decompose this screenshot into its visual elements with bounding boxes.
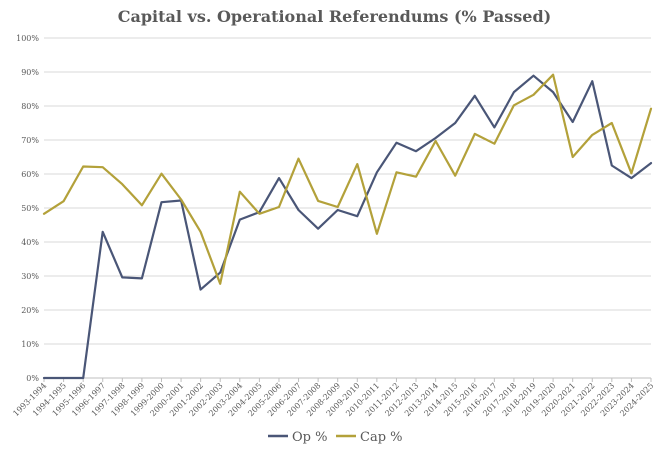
x-axis-tick-labels: 1993-19941994-19951995-19961996-19971997… xyxy=(11,378,655,418)
y-tick-label: 70% xyxy=(21,136,39,145)
legend-label: Cap % xyxy=(360,430,403,445)
series-line-op xyxy=(44,76,651,378)
y-tick-label: 80% xyxy=(21,102,39,111)
y-tick-label: 10% xyxy=(21,340,39,349)
legend-item: Cap % xyxy=(336,430,403,445)
legend: Op % Cap % xyxy=(268,430,403,445)
y-tick-label: 0% xyxy=(26,374,39,383)
y-tick-label: 60% xyxy=(21,170,39,179)
legend-item: Op % xyxy=(268,430,327,445)
gridlines xyxy=(44,38,651,378)
y-tick-label: 90% xyxy=(21,68,39,77)
legend-label: Op % xyxy=(292,430,327,445)
y-tick-label: 100% xyxy=(16,34,39,43)
y-tick-label: 40% xyxy=(21,238,39,247)
y-tick-label: 20% xyxy=(21,306,39,315)
y-tick-label: 50% xyxy=(21,204,39,213)
series-lines xyxy=(44,75,651,378)
chart-title: Capital vs. Operational Referendums (% P… xyxy=(118,7,551,26)
y-axis-tick-labels: 0% 10% 20% 30% 40% 50% 60% 70% 80% 90% 100% xyxy=(16,34,39,383)
y-tick-label: 30% xyxy=(21,272,39,281)
